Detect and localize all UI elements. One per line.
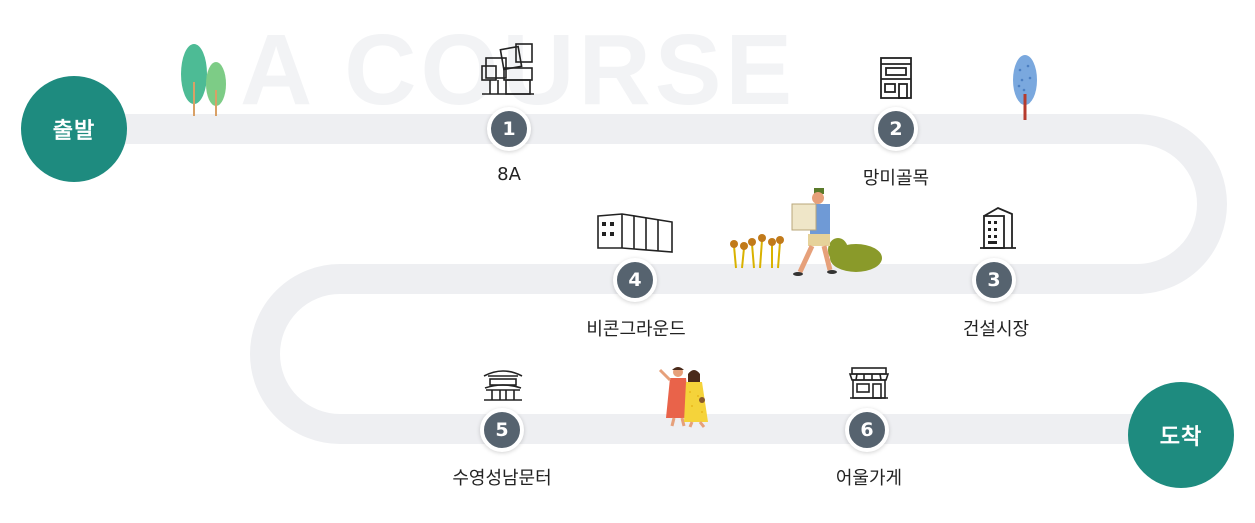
stop-badge-5: 5 — [480, 408, 524, 452]
stop-badge-6: 6 — [845, 408, 889, 452]
stop-badge-4: 4 — [613, 258, 657, 302]
container-building-icon — [597, 213, 673, 253]
stop-label-2: 망미골목 — [862, 168, 930, 189]
walkers-illustration — [658, 367, 708, 428]
tree-icon — [1013, 55, 1037, 120]
traveler-illustration — [730, 188, 882, 276]
stop-label-4: 비콘그라운드 — [586, 319, 686, 340]
start-marker: 출발 — [21, 76, 127, 182]
modern-building-icon — [481, 43, 534, 95]
stop-label-1: 8A — [497, 164, 521, 185]
traditional-gate-icon — [483, 370, 523, 401]
stop-label-5: 수영성남문터 — [452, 468, 552, 489]
stop-badge-2: 2 — [874, 107, 918, 151]
office-tower-icon — [980, 206, 1016, 249]
course-title-watermark: A COURSE — [240, 14, 797, 126]
stop-badge-1: 1 — [487, 107, 531, 151]
stop-badge-3: 3 — [972, 258, 1016, 302]
end-marker: 도착 — [1128, 382, 1234, 488]
stop-label-3: 건설시장 — [962, 319, 1030, 340]
shop-building-icon — [880, 57, 912, 99]
stop-label-6: 어울가게 — [835, 468, 903, 489]
tree-icon — [181, 44, 226, 116]
storefront-icon — [848, 367, 890, 399]
